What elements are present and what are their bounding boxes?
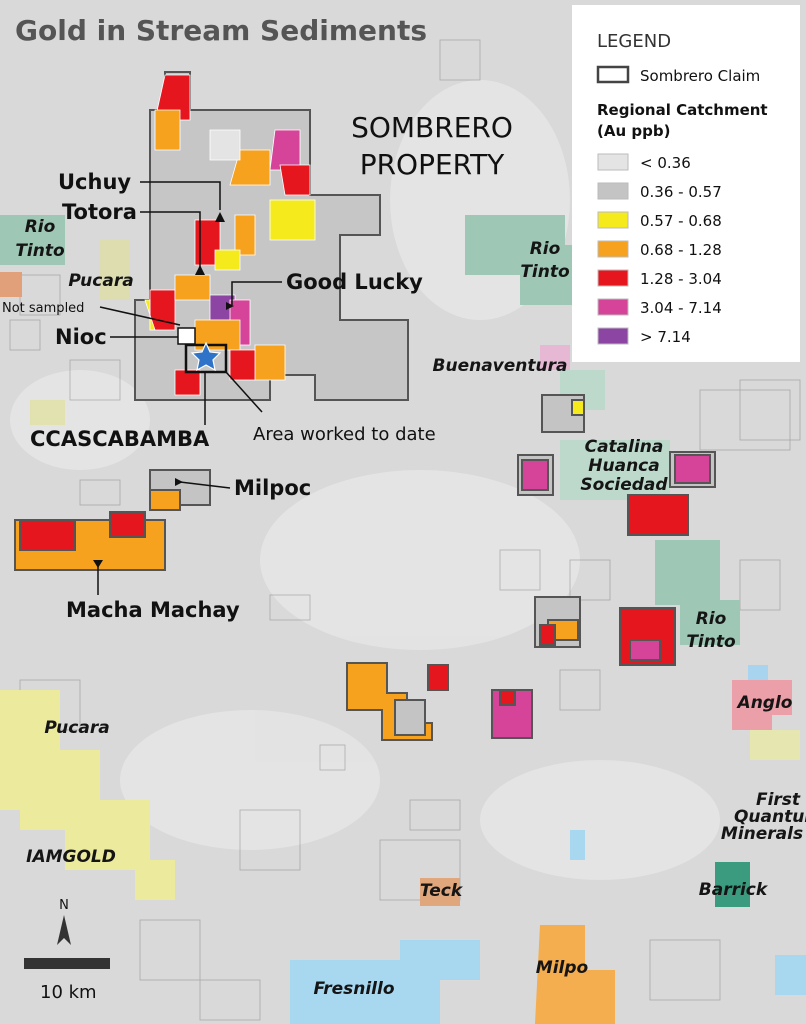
company-label: Tinto xyxy=(520,262,570,282)
company-label: Buenaventura xyxy=(433,356,568,376)
legend-label: 0.68 - 1.28 xyxy=(640,241,722,259)
company-label: Rio xyxy=(530,239,561,259)
legend-swatch xyxy=(597,327,629,345)
company-label: Tinto xyxy=(686,632,736,652)
company-label: Rio xyxy=(696,609,727,629)
legend-title: LEGEND xyxy=(597,31,671,52)
company-label: Rio xyxy=(25,217,56,237)
scale-bar xyxy=(24,958,110,969)
markers xyxy=(93,212,234,568)
north-label: N xyxy=(59,898,69,913)
legend-label: 0.36 - 0.57 xyxy=(640,183,722,201)
prospect-label: CCASCABAMBA xyxy=(30,427,210,451)
legend-heading: (Au ppb) xyxy=(597,122,670,140)
terrain-shading xyxy=(10,80,720,880)
company-label: First xyxy=(756,790,801,810)
prospect-label: Not sampled xyxy=(2,301,84,316)
company-label: Milpo xyxy=(536,958,589,978)
legend-label: Sombrero Claim xyxy=(640,67,760,85)
north-arrow xyxy=(57,915,71,945)
company-label: Sociedad xyxy=(580,475,668,495)
company-label: Barrick xyxy=(699,880,769,900)
legend-heading: Regional Catchment xyxy=(597,101,768,119)
legend-label: 3.04 - 7.14 xyxy=(640,299,722,317)
prospect-label: Area worked to date xyxy=(253,424,436,445)
property-label: PROPERTY xyxy=(360,148,505,181)
legend-label: > 7.14 xyxy=(640,328,691,346)
company-label: Minerals xyxy=(721,824,803,844)
legend-swatch xyxy=(597,153,629,171)
legend-label: < 0.36 xyxy=(640,154,691,172)
company-label: Pucara xyxy=(44,718,109,738)
legend-swatch xyxy=(597,240,629,258)
catchments xyxy=(14,394,716,741)
concession-grid xyxy=(0,39,801,1021)
prospect-label: Nioc xyxy=(55,325,107,349)
legend-swatch xyxy=(597,298,629,316)
legend-swatch xyxy=(597,182,629,200)
legend-label: 0.57 - 0.68 xyxy=(640,212,722,230)
claim-swatch xyxy=(596,65,630,84)
prospect-label: Good Lucky xyxy=(286,270,423,294)
company-label: Pucara xyxy=(68,271,133,291)
prospect-label: Uchuy xyxy=(58,170,131,194)
legend: LEGEND Sombrero Claim Regional Catchment… xyxy=(572,5,800,362)
scale-label: 10 km xyxy=(40,982,97,1003)
legend-swatch xyxy=(597,211,629,229)
company-label: Huanca xyxy=(588,456,659,476)
scale: N 10 km xyxy=(24,898,110,1003)
prospect-label: Totora xyxy=(62,200,137,224)
prospect-label: Milpoc xyxy=(234,476,311,500)
company-labels: Rio Tinto Rio Tinto Rio Tinto Pucara Puc… xyxy=(15,217,806,999)
company-label: Tinto xyxy=(15,241,65,261)
company-label: Teck xyxy=(420,881,464,901)
company-label: IAMGOLD xyxy=(26,847,116,867)
company-label: Fresnillo xyxy=(313,979,394,999)
legend-label: 1.28 - 3.04 xyxy=(640,270,722,288)
property-label: SOMBRERO xyxy=(351,111,513,144)
company-areas xyxy=(0,215,806,1024)
company-label: Anglo xyxy=(736,693,793,713)
prospect-labels: Uchuy Totora Good Lucky Not sampled Nioc… xyxy=(2,170,436,622)
company-label: Catalina xyxy=(585,437,664,457)
map-title: Gold in Stream Sediments xyxy=(15,14,427,47)
company-label: Quantum xyxy=(734,807,806,827)
legend-swatch xyxy=(597,269,629,287)
prospect-label: Macha Machay xyxy=(66,598,240,622)
